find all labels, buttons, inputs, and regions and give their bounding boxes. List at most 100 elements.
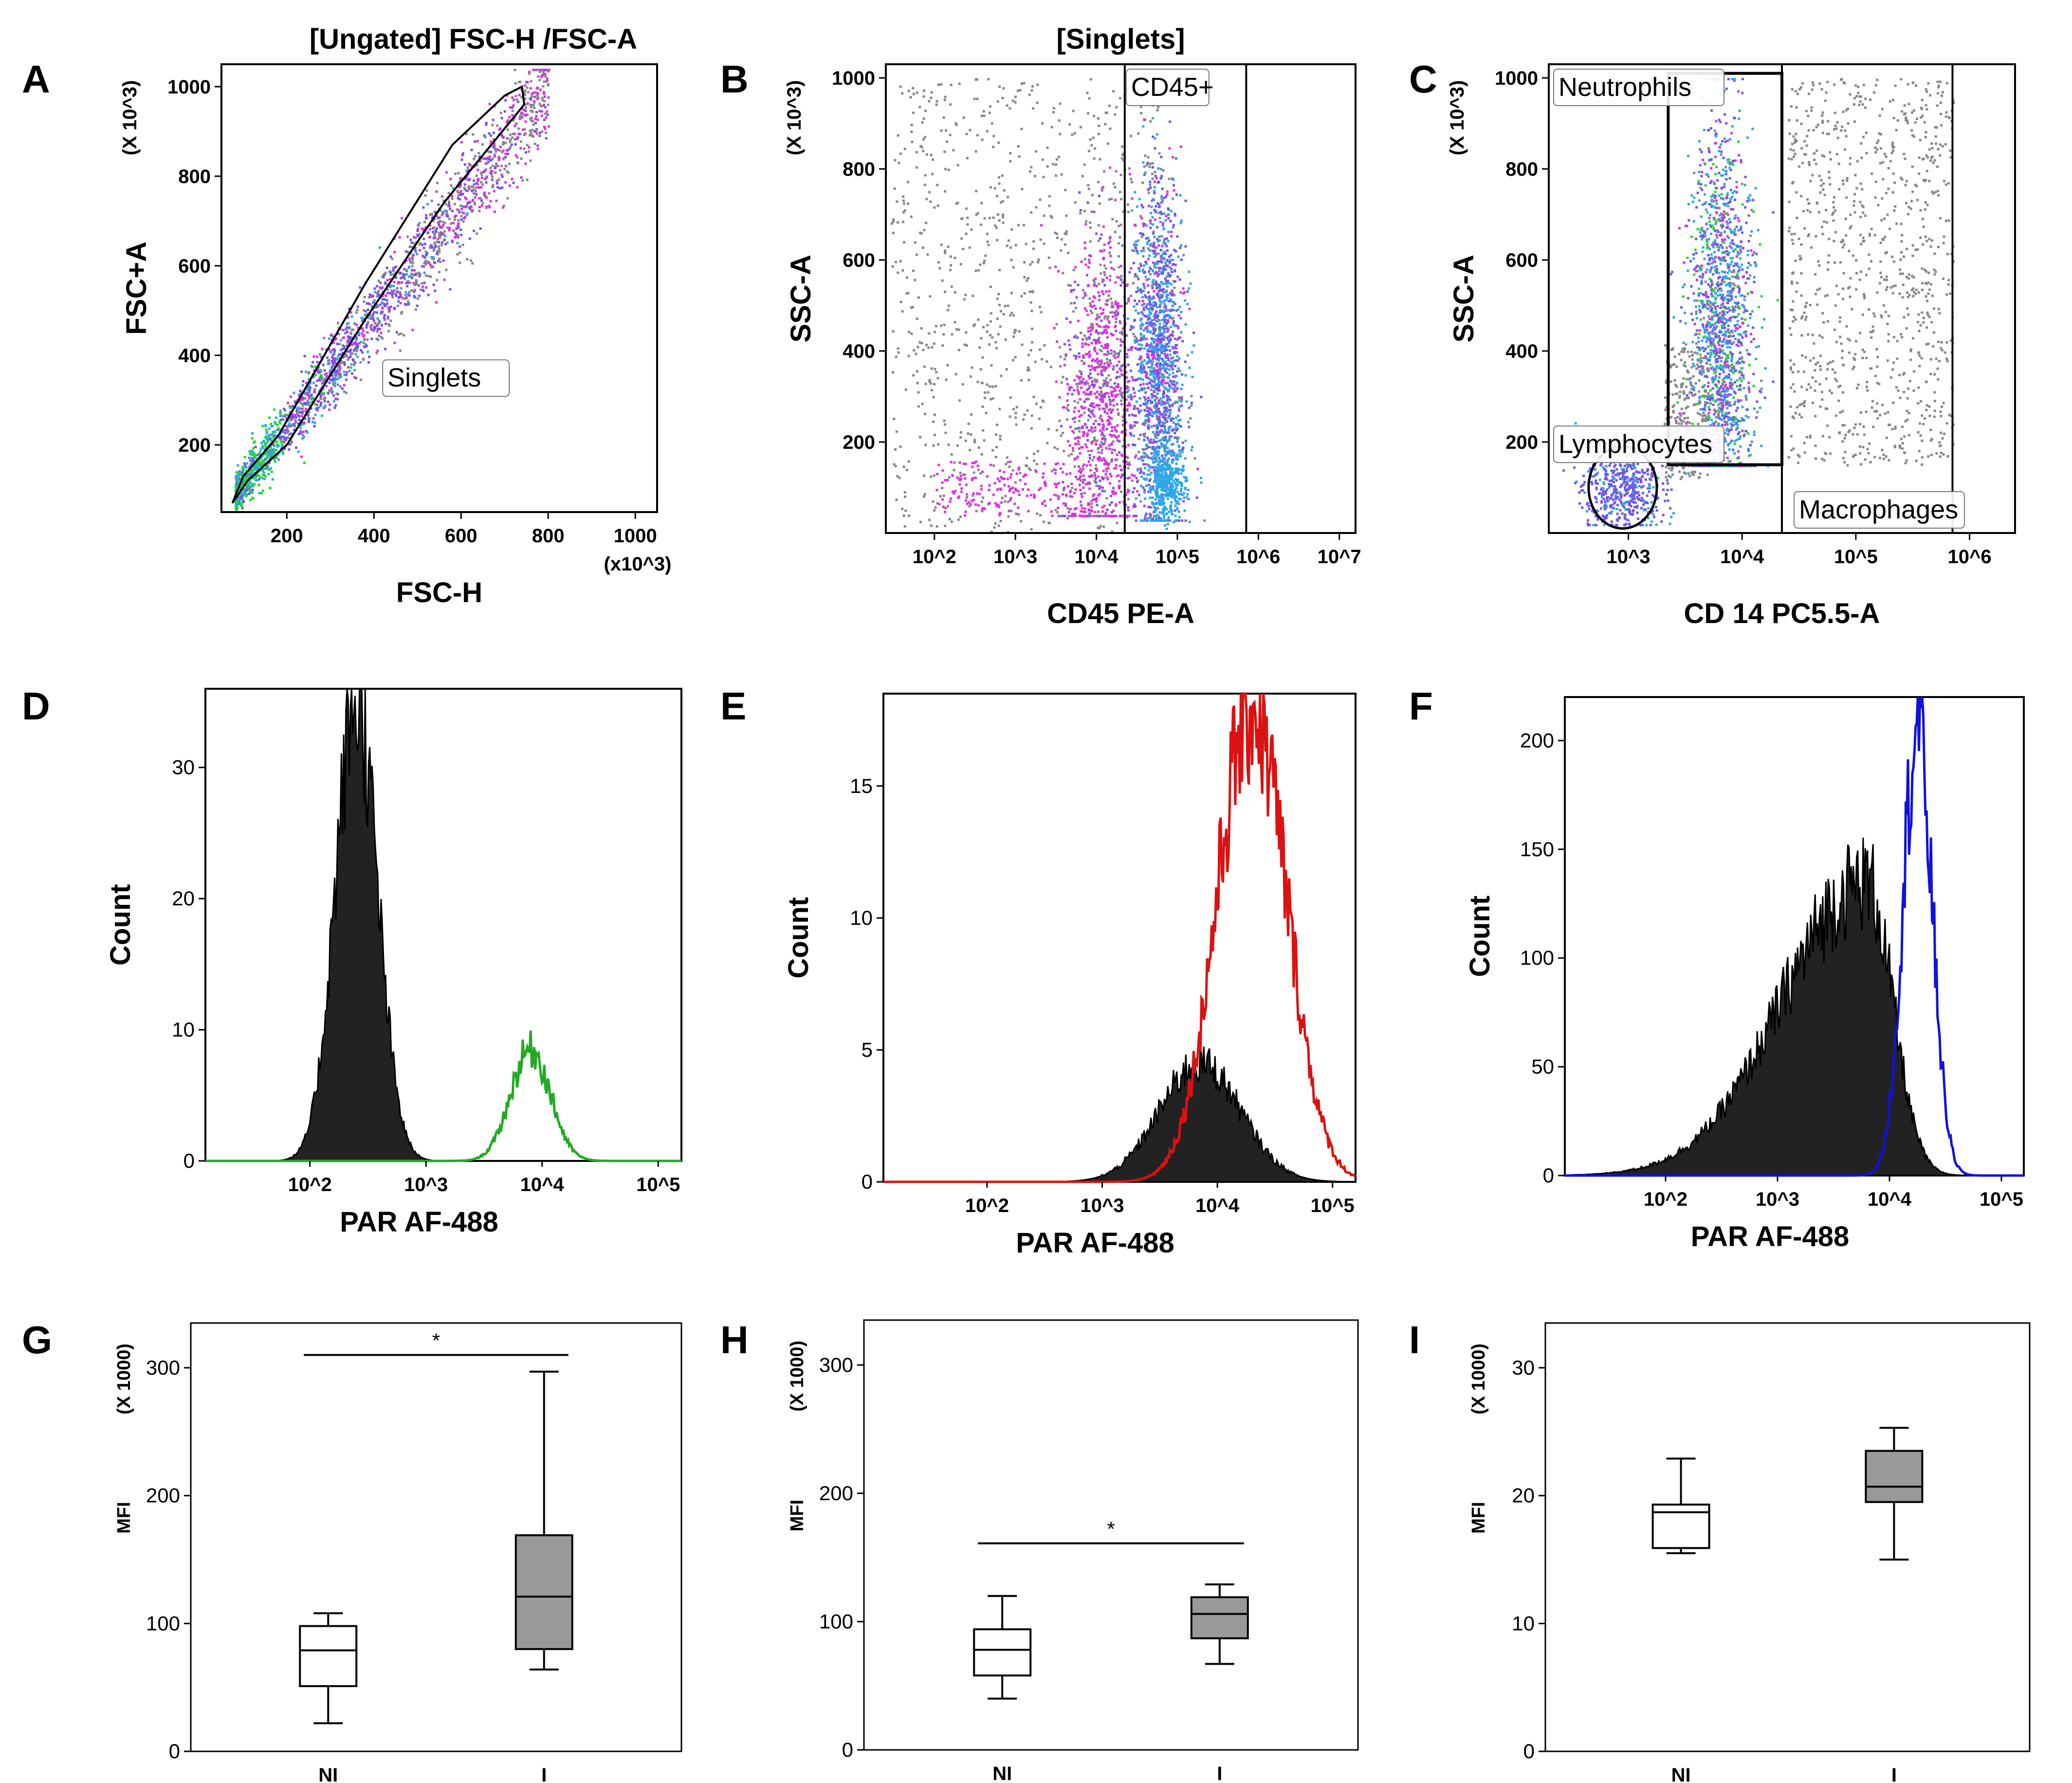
event-dot [401,281,403,284]
event-dot [502,158,505,161]
event-dot [537,97,540,100]
event-dot [354,348,357,350]
event-dot [1148,446,1151,449]
event-dot [1095,404,1098,406]
event-dot [1144,294,1147,297]
event-dot [1074,427,1077,430]
event-dot [1128,380,1131,383]
event-dot [1180,331,1183,334]
event-dot [1146,303,1149,306]
event-dot [460,158,463,161]
event-dot [247,484,250,487]
event-dot [1106,385,1109,387]
event-dot [287,436,290,439]
event-dot [434,211,437,214]
event-dot [413,294,416,297]
event-dot [1162,396,1165,399]
event-dot [440,214,443,217]
event-dot [306,388,309,391]
event-dot [308,371,311,374]
event-dot [1109,166,1111,169]
event-dot [1091,194,1094,197]
event-dot [1148,308,1150,311]
event-dot [424,260,427,263]
event-dot [1192,331,1195,334]
event-dot [1160,175,1163,178]
event-dot [1116,338,1119,341]
event-dot [317,378,320,381]
event-dot [1101,515,1104,517]
event-dot [423,242,426,245]
event-dot [1168,300,1171,303]
event-dot [1082,289,1084,292]
event-dot [1172,263,1175,266]
event-dot [389,255,392,258]
event-dot [1148,321,1151,324]
event-dot [1145,362,1148,365]
event-dot [1101,506,1104,509]
event-dot [950,453,953,456]
event-dot [389,285,392,288]
event-dot [1064,502,1067,505]
event-dot [317,400,320,403]
event-dot [266,466,269,469]
event-dot [1153,180,1156,183]
chart-title: [Ungated] FSC-H /FSC-A [310,23,637,55]
event-dot [417,235,420,238]
event-dot [459,228,462,231]
event-dot [316,379,319,382]
event-dot [1004,305,1007,308]
event-dot [351,337,353,340]
event-dot [333,357,336,360]
event-dot [1140,456,1143,459]
event-dot [421,227,423,230]
event-dot [1109,362,1112,365]
event-dot [442,239,445,242]
event-dot [432,257,435,260]
event-dot [342,336,345,339]
event-dot [333,372,336,375]
event-dot [471,262,474,265]
event-dot [1037,258,1040,261]
event-dot [1115,352,1118,355]
event-dot [534,117,537,120]
event-dot [903,491,906,494]
event-dot [1155,287,1158,290]
event-dot [1149,226,1152,229]
event-dot [262,473,264,476]
event-dot [536,118,539,121]
event-dot [1163,427,1166,430]
event-dot [987,243,990,246]
event-dot [393,342,396,344]
event-dot [1166,193,1169,196]
event-dot [1183,492,1186,495]
event-dot [1154,246,1156,249]
event-dot [253,460,256,462]
event-dot [1152,368,1155,370]
event-dot [1131,327,1134,330]
event-dot [1030,427,1033,430]
event-dot [490,150,493,153]
event-dot [423,221,426,223]
event-dot [1136,490,1139,493]
event-dot [356,309,359,311]
event-dot [1060,249,1063,252]
event-dot [1173,387,1176,390]
event-dot [1172,360,1175,363]
event-dot [998,182,1001,185]
event-dot [1125,456,1128,459]
event-dot [1176,308,1179,311]
y-tick-label: 1000 [167,76,211,98]
event-dot [1147,377,1150,380]
event-dot [932,158,935,161]
event-dot [1165,406,1168,409]
event-dot [379,328,381,331]
event-dot [1171,403,1174,406]
event-dot [1121,445,1124,448]
event-dot [1147,490,1150,493]
event-dot [242,488,245,491]
event-dot [939,495,942,497]
event-dot [483,193,485,196]
event-dot [1155,320,1158,323]
event-dot [1181,448,1184,451]
